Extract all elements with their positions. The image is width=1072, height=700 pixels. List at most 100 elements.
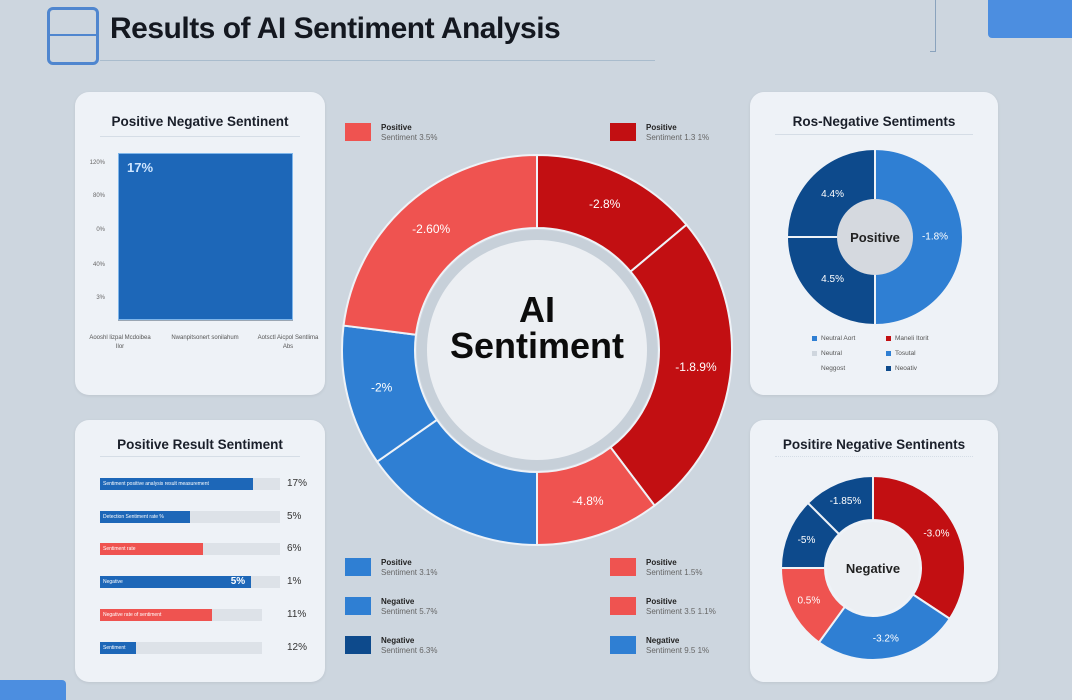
divider xyxy=(100,456,300,457)
center-label: Positive xyxy=(850,230,900,245)
segment-label: 4.5% xyxy=(821,274,844,285)
decorative-block xyxy=(0,680,66,700)
x-axis xyxy=(118,320,293,321)
bar-text: Sentiment xyxy=(103,644,126,651)
legend-item: Positive Sentiment 1.5% xyxy=(646,558,702,578)
legend-swatch xyxy=(812,336,817,341)
donut-center xyxy=(427,240,647,460)
legend-item: Neutral xyxy=(812,350,842,357)
legend-swatch xyxy=(886,366,891,371)
legend-name: Positive xyxy=(381,123,412,132)
legend-item: Maneli Itorit xyxy=(886,335,929,342)
bar-chart-card: Positive Negative Sentinent 120% 80% 0% … xyxy=(75,92,325,395)
legend-value: Sentiment 5.7% xyxy=(381,607,438,616)
bar-track: Sentiment positive analysis result measu… xyxy=(100,478,280,490)
legend-swatch xyxy=(886,351,891,356)
bar-track: Sentiment xyxy=(100,641,262,654)
legend-item: Negative Sentiment 9.5 1% xyxy=(646,636,709,656)
center-label: Negative xyxy=(846,561,900,576)
card-title: Ros-Negative Sentiments xyxy=(792,114,956,129)
decorative-block xyxy=(988,0,1072,38)
legend-name: Positive xyxy=(381,558,412,567)
legend-item: Positive Sentiment 3.5 1.1% xyxy=(646,597,716,617)
legend-value: Sentiment 1.3 1% xyxy=(646,133,710,142)
legend-swatch xyxy=(812,366,817,371)
legend-item: Neutral Aort xyxy=(812,335,855,342)
bar: Negative 5% xyxy=(100,576,252,589)
y-tick: 40% xyxy=(92,262,105,268)
legend-name: Positive xyxy=(646,558,677,567)
x-tick: Aooshl lizpal Mcdoibea Ilor xyxy=(89,335,151,350)
bar-data-label: 17% xyxy=(127,160,154,175)
bar: Sentiment positive analysis result measu… xyxy=(100,478,253,490)
bar-value-label: 17% xyxy=(287,478,308,489)
legend-item: Positive Sentiment 1.3 1% xyxy=(646,123,709,143)
legend-value: Sentiment 9.5 1% xyxy=(646,646,710,655)
legend-item: Negative Sentiment 6.3% xyxy=(381,636,437,656)
legend-name: Tosutal xyxy=(895,350,916,357)
bar: Sentiment xyxy=(100,641,136,654)
segment-label: -2% xyxy=(371,380,393,394)
card-title: Positive Result Sentiment xyxy=(117,437,283,452)
divider xyxy=(775,456,973,457)
bar: Sentiment rate xyxy=(100,543,203,556)
card-title: Positive Negative Sentinent xyxy=(111,114,289,129)
donut-center xyxy=(827,522,919,614)
legend-name: Neoativ xyxy=(895,365,918,372)
donut-segment xyxy=(874,147,964,327)
bar-value-label: 12% xyxy=(287,641,308,653)
segment-label: -1.85% xyxy=(830,496,862,507)
bar: 17% xyxy=(118,153,293,320)
legend-swatch xyxy=(345,597,371,615)
legend-name: Maneli Itorit xyxy=(895,335,929,342)
bar-text: Sentiment positive analysis result measu… xyxy=(103,481,209,487)
segment-label: -2.60% xyxy=(412,222,450,236)
donut-segment xyxy=(609,223,733,507)
legend-item: Negative Sentiment 5.7% xyxy=(381,597,437,617)
bar-text: Negative xyxy=(103,579,123,586)
divider xyxy=(100,136,300,137)
bar-text: Sentiment rate xyxy=(103,546,136,553)
legend-swatch xyxy=(610,597,636,615)
legend-name: Positive xyxy=(646,597,677,606)
bar-value-label: 11% xyxy=(287,608,307,620)
legend-name: Neggost xyxy=(821,365,846,372)
legend-swatch xyxy=(812,351,817,356)
donut-segment xyxy=(872,474,966,621)
donut-segment xyxy=(817,593,952,661)
legend-item: Neggost xyxy=(812,365,845,372)
y-tick: 0% xyxy=(96,227,105,233)
center-title: AI xyxy=(519,289,555,330)
bar: Detection Sentiment rate % xyxy=(100,510,190,523)
legend-value: Sentiment 3.5 1.1% xyxy=(646,607,716,616)
segment-label: 0.5% xyxy=(797,595,820,606)
legend-value: Sentiment 1.5% xyxy=(646,568,703,577)
legend-swatch xyxy=(610,636,636,654)
donut-segment xyxy=(806,474,874,536)
divider xyxy=(775,134,973,135)
x-tick: Nwanpitsonert sonilahum xyxy=(171,335,239,341)
bar-value-label: 1% xyxy=(287,576,302,588)
legend-name: Neutral xyxy=(821,350,842,357)
bar-inner-label: 5% xyxy=(230,576,246,588)
bar-track: Negative 5% xyxy=(100,576,280,589)
decorative-line xyxy=(930,0,936,52)
bar-track: Sentiment rate xyxy=(100,543,280,556)
legend-swatch xyxy=(345,123,371,141)
legend-value: Sentiment 3.5% xyxy=(381,133,438,142)
bar-track: Negative rate of sentiment xyxy=(100,608,262,621)
legend-name: Positive xyxy=(646,123,677,132)
legend-item: Neoativ xyxy=(886,365,917,372)
legend-name: Negative xyxy=(381,597,415,606)
bar-text: Negative rate of sentiment xyxy=(103,611,162,618)
center-title: Sentiment xyxy=(450,325,624,366)
segment-label: -3.0% xyxy=(923,529,949,540)
legend-name: Negative xyxy=(646,636,680,645)
y-tick: 80% xyxy=(92,193,105,199)
legend-name: Neutral Aort xyxy=(821,335,856,342)
segment-label: -4.8% xyxy=(572,494,604,508)
legend-swatch xyxy=(345,636,371,654)
legend-swatch xyxy=(610,558,636,576)
dashboard-icon xyxy=(47,7,99,65)
